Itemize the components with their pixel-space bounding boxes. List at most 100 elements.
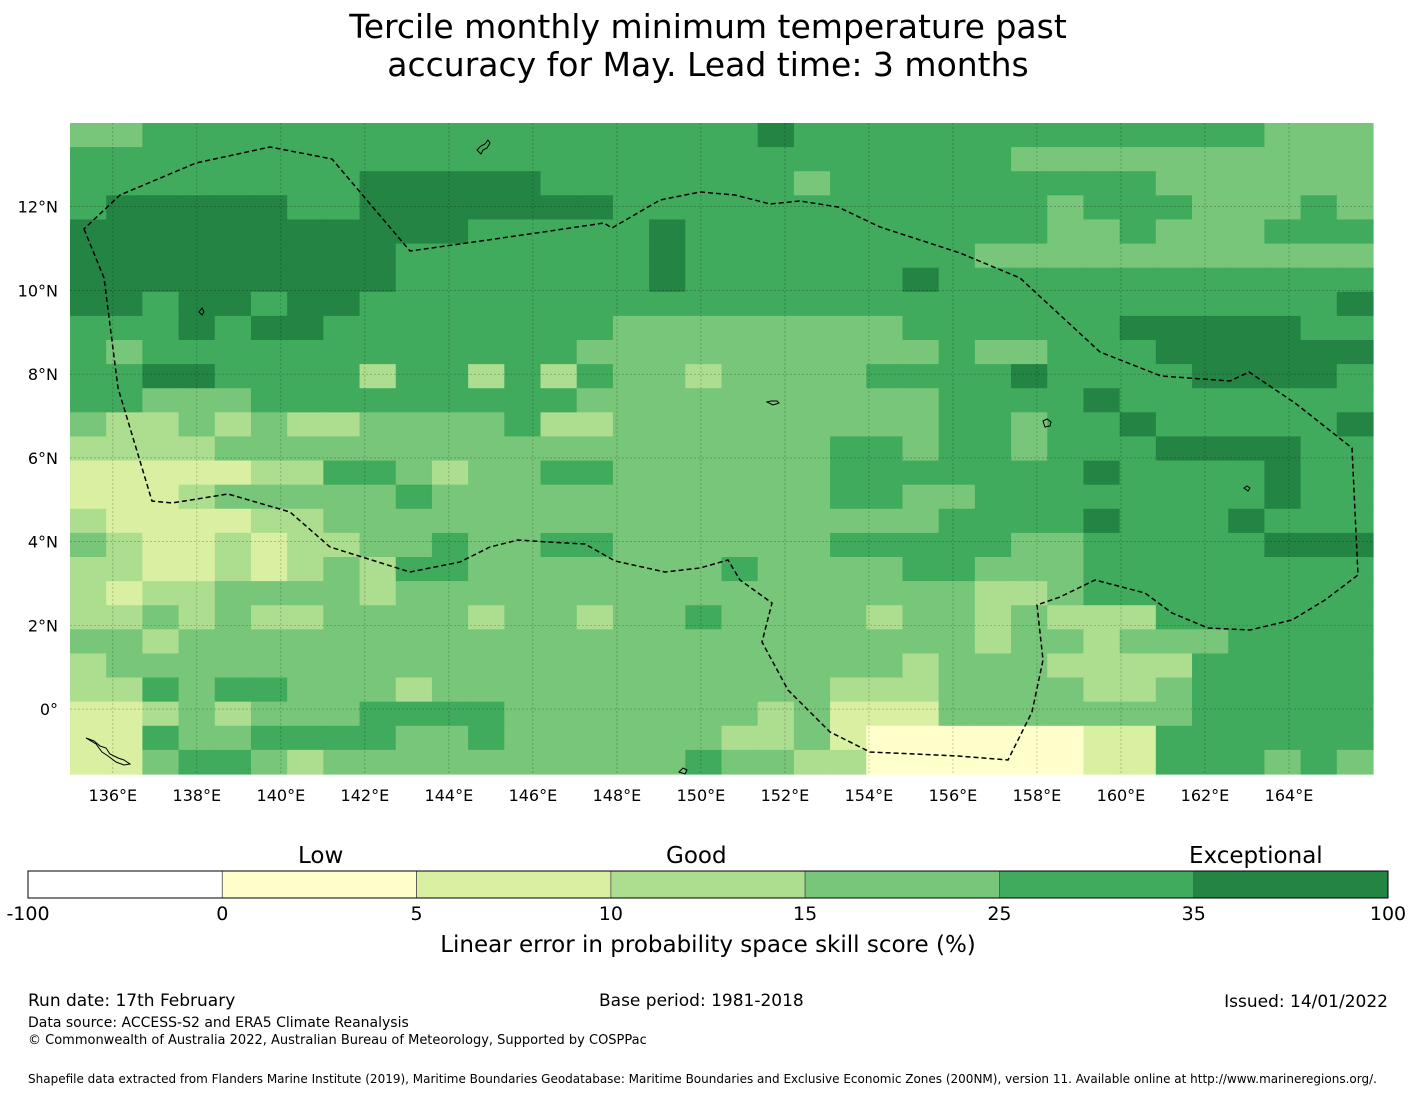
grid-cell <box>866 412 904 438</box>
grid-cell <box>1192 532 1229 558</box>
grid-cell <box>359 171 397 196</box>
grid-cell <box>1011 532 1048 558</box>
grid-cell <box>1011 267 1048 293</box>
grid-cell <box>1083 701 1121 727</box>
grid-cell <box>359 725 397 751</box>
grid-cell <box>1264 243 1302 269</box>
grid-cell <box>468 629 505 655</box>
grid-cell <box>721 436 759 462</box>
grid-cell <box>1228 388 1266 413</box>
grid-cell <box>830 267 867 293</box>
lon-tick-label: 152°E <box>761 786 810 805</box>
lon-tick-label: 154°E <box>845 786 894 805</box>
grid-cell <box>974 243 1012 269</box>
grid-cell <box>974 171 1012 196</box>
grid-cell <box>757 629 795 655</box>
grid-cell <box>468 677 505 703</box>
grid-cell <box>830 532 867 558</box>
grid-cell <box>70 315 107 341</box>
grid-cell <box>540 147 578 172</box>
grid-cell <box>540 171 578 196</box>
grid-cell <box>757 243 795 269</box>
grid-cell <box>1119 701 1157 727</box>
grid-cell <box>287 484 324 510</box>
grid-cell <box>1264 484 1302 510</box>
grid-cell <box>1300 629 1338 655</box>
grid-cell <box>178 436 216 462</box>
grid-cell <box>1192 147 1229 172</box>
grid-cell <box>793 629 831 655</box>
grid-cell <box>974 677 1012 703</box>
grid-cell <box>1119 315 1157 341</box>
grid-cell <box>1011 605 1048 630</box>
grid-cell <box>142 315 180 341</box>
grid-cell <box>1300 315 1338 341</box>
grid-cell <box>1228 605 1266 630</box>
grid-cell <box>866 532 904 558</box>
grid-cell <box>866 557 904 582</box>
grid-cell <box>106 725 143 751</box>
grid-cell <box>1192 219 1229 245</box>
grid-cell <box>830 436 867 462</box>
colorbar-tick-label: 5 <box>411 903 423 925</box>
grid-cell <box>142 195 180 221</box>
grid-cell <box>1011 364 1048 389</box>
grid-cell <box>431 291 469 317</box>
grid-cell <box>974 147 1012 172</box>
grid-cell <box>178 653 216 679</box>
grid-cell <box>323 195 361 221</box>
grid-cell <box>1011 677 1048 703</box>
grid-cell <box>1228 340 1266 365</box>
issued-date: Issued: 14/01/2022 <box>1224 992 1388 1012</box>
grid-cell <box>1155 219 1193 245</box>
grid-cell <box>612 123 650 148</box>
grid-cell <box>504 195 542 221</box>
grid-cell <box>576 532 614 558</box>
grid-cell <box>1155 315 1193 341</box>
grid-cell <box>214 412 252 438</box>
grid-cell <box>1264 388 1302 413</box>
grid-cell <box>1264 701 1302 727</box>
grid-cell <box>1336 749 1374 775</box>
grid-cell <box>468 605 505 630</box>
grid-cell <box>214 315 252 341</box>
grid-cell <box>323 147 361 172</box>
grid-cell <box>902 436 940 462</box>
grid-cell <box>287 219 324 245</box>
grid-cell <box>431 653 469 679</box>
grid-cell <box>323 315 361 341</box>
grid-cell <box>214 725 252 751</box>
grid-cell <box>1083 147 1121 172</box>
grid-cell <box>1047 123 1085 148</box>
grid-cell <box>287 340 324 365</box>
grid-cell <box>250 508 288 534</box>
grid-cell <box>757 412 795 438</box>
grid-cell <box>1336 701 1374 727</box>
colorbar-tick-label: 0 <box>216 903 228 925</box>
grid-cell <box>685 653 723 679</box>
grid-cell <box>1011 388 1048 413</box>
grid-cell <box>106 460 143 486</box>
grid-cell <box>178 412 216 438</box>
colorbar-tick-label: 100 <box>1370 903 1406 925</box>
grid-cell <box>504 677 542 703</box>
grid-cell <box>576 171 614 196</box>
grid-cell <box>793 677 831 703</box>
grid-cell <box>287 677 324 703</box>
grid-cell <box>214 581 252 606</box>
grid-cell <box>504 605 542 630</box>
grid-cell <box>576 436 614 462</box>
grid-cell <box>287 243 324 269</box>
grid-cell <box>649 291 686 317</box>
grid-cell <box>323 267 361 293</box>
grid-cell <box>1155 267 1193 293</box>
grid-cell <box>431 677 469 703</box>
grid-cell <box>1228 219 1266 245</box>
grid-cell <box>1264 508 1302 534</box>
grid-cell <box>1336 581 1374 606</box>
grid-cell <box>287 653 324 679</box>
grid-cell <box>1264 412 1302 438</box>
grid-cell <box>685 243 723 269</box>
island-outline <box>85 737 132 766</box>
grid-cell <box>1011 557 1048 582</box>
